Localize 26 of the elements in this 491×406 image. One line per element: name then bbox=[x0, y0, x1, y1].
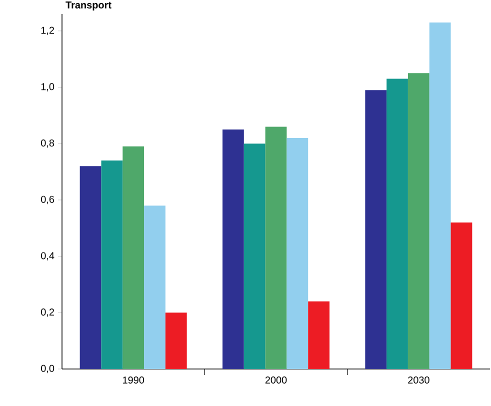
bar bbox=[365, 90, 387, 369]
y-tick-label: 1,2 bbox=[41, 26, 54, 36]
y-tick-label: 0,0 bbox=[41, 364, 54, 374]
bar bbox=[165, 312, 187, 369]
y-tick-label: 0,6 bbox=[41, 196, 54, 204]
bar bbox=[429, 22, 451, 369]
y-tick-label: 0,8 bbox=[41, 139, 54, 148]
bar bbox=[244, 144, 266, 369]
chart-title: Transport bbox=[66, 2, 112, 10]
bar bbox=[450, 222, 472, 369]
y-tick-label: 0,4 bbox=[41, 252, 54, 260]
bar bbox=[80, 166, 102, 369]
x-tick-label: 2000 bbox=[265, 376, 287, 384]
y-tick-label: 0,2 bbox=[41, 308, 54, 317]
bar bbox=[144, 206, 166, 369]
bar bbox=[286, 138, 308, 369]
bar bbox=[222, 130, 244, 369]
bar bbox=[122, 146, 144, 369]
bar bbox=[408, 73, 430, 369]
bar bbox=[265, 126, 287, 369]
bar bbox=[308, 301, 330, 369]
x-tick-label: 1990 bbox=[123, 376, 144, 384]
x-tick-label: 2030 bbox=[408, 376, 430, 384]
y-tick-label: 1,0 bbox=[41, 83, 54, 92]
bar bbox=[386, 78, 408, 369]
bar bbox=[101, 160, 123, 369]
